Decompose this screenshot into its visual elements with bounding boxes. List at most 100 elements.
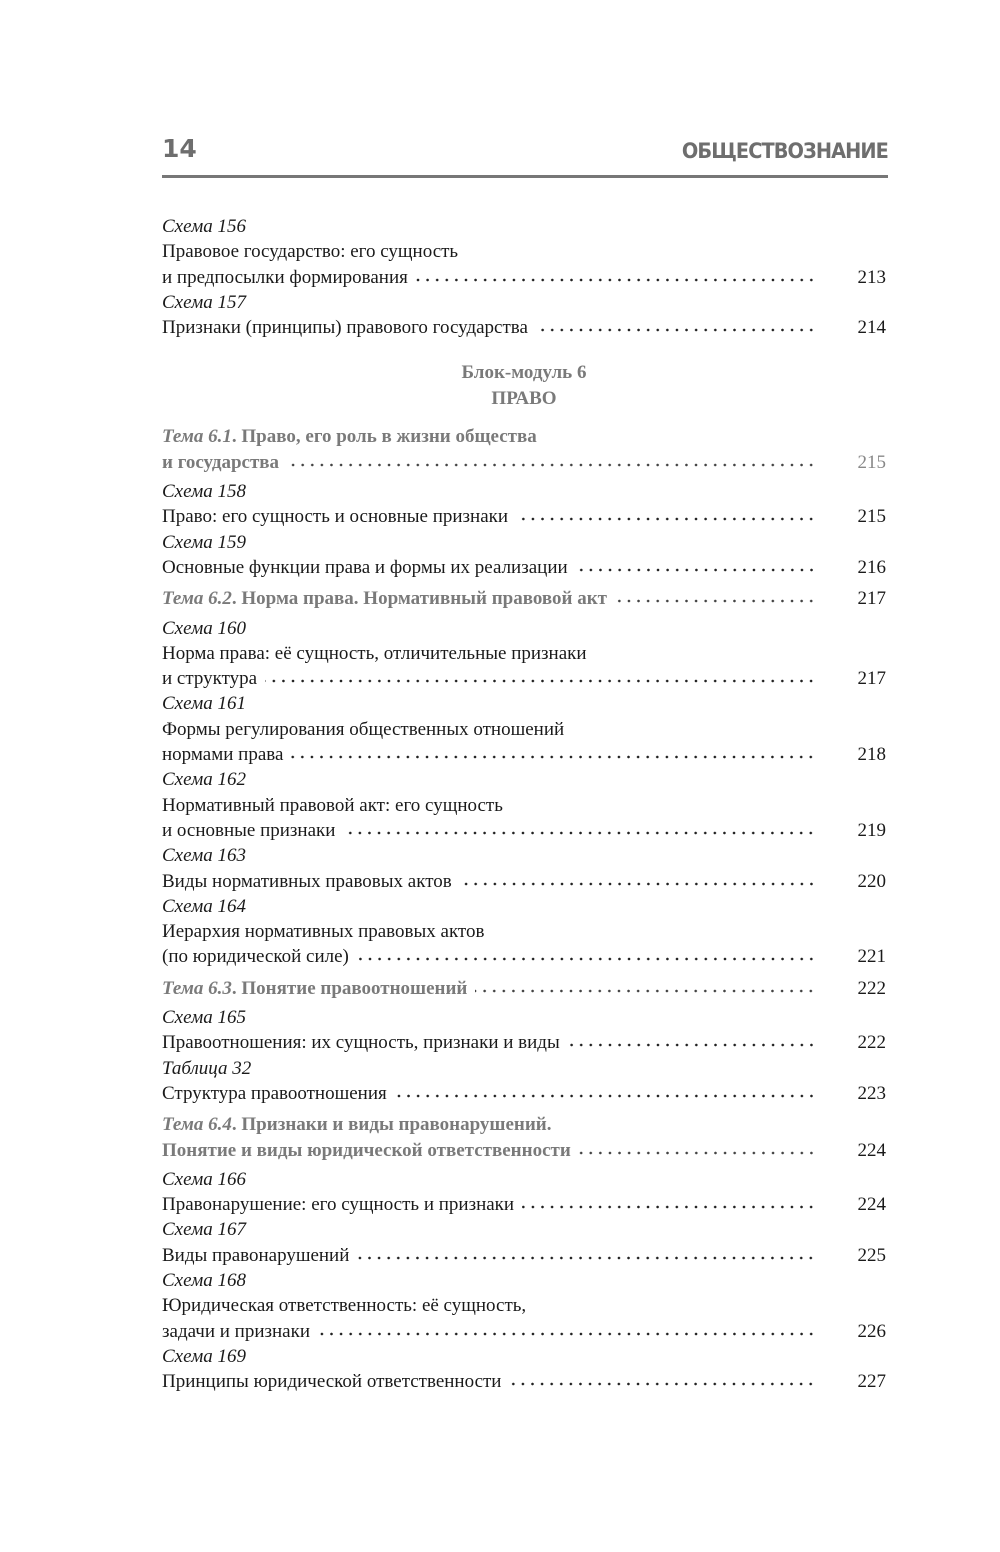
dot-leader <box>575 566 816 573</box>
entry-line: Тема 6.3. Понятие правоотношений 222 <box>162 976 886 1001</box>
page-ref: 220 <box>857 870 887 892</box>
entry-line: задачи и признаки 226 <box>162 1319 886 1344</box>
page-ref: 224 <box>857 1139 887 1161</box>
toc-entry[interactable]: Схема 157 Признаки (принципы) правового г… <box>162 290 886 341</box>
toc-entry[interactable]: Схема 165 Правоотношения: их сущность, пр… <box>162 1005 886 1056</box>
entry-line: Признаки (принципы) правового государств… <box>162 315 886 340</box>
entry-title: и основные признаки <box>162 819 336 841</box>
entry-title: Право: его сущность и основные признаки <box>162 506 509 528</box>
entry-line: Иерархия нормативных правовых актов <box>162 919 886 944</box>
toc-entry[interactable]: Схема 164 Иерархия нормативных правовых а… <box>162 894 886 970</box>
theme-label: Тема 6.2 <box>162 588 232 610</box>
toc-entry[interactable]: Таблица 32 Структура правоотношения 223 <box>162 1056 886 1107</box>
block-title: Блок-модуль 6 <box>461 362 587 384</box>
entry-title: Принципы юридической ответственности <box>162 1371 502 1393</box>
entry-label: Схема 160 <box>162 617 246 639</box>
dot-leader <box>475 987 816 994</box>
entry-line: нормами права 218 <box>162 742 886 767</box>
entry-line: и структура 217 <box>162 666 886 691</box>
theme-separator: . <box>231 426 242 448</box>
entry-line: Тема 6.1. Право, его роль в жизни общест… <box>162 424 886 449</box>
dot-leader <box>415 276 816 283</box>
entry-label: Схема 168 <box>162 1269 246 1291</box>
table-of-contents: Схема 156 Правовое государство: его сущно… <box>162 214 886 1394</box>
dot-leader <box>516 516 816 523</box>
entry-label: Схема 164 <box>162 895 246 917</box>
toc-theme-entry[interactable]: Тема 6.1. Право, его роль в жизни общест… <box>162 424 886 475</box>
dot-leader <box>318 1330 816 1337</box>
toc-section-after: Тема 6.1. Право, его роль в жизни общест… <box>162 424 886 1394</box>
page-ref: 221 <box>857 946 887 968</box>
entry-label: Схема 165 <box>162 1007 246 1029</box>
dot-leader <box>265 678 816 685</box>
block-heading: Блок-модуль 6 ПРАВО <box>162 360 886 412</box>
toc-entry[interactable]: Схема 158 Право: его сущность и основные … <box>162 479 886 530</box>
entry-title: Нормативный правовой акт: его сущность <box>162 794 503 816</box>
dot-leader <box>522 1204 816 1211</box>
toc-entry[interactable]: Схема 161 Формы регулирования общественны… <box>162 691 886 767</box>
entry-label: Схема 167 <box>162 1219 246 1241</box>
entry-line: Виды нормативных правовых актов 220 <box>162 869 886 894</box>
theme-label: Тема 6.1 <box>162 426 232 448</box>
entry-line: Принципы юридической ответственности 227 <box>162 1369 886 1394</box>
toc-entry[interactable]: Схема 168 Юридическая ответственность: её… <box>162 1268 886 1344</box>
entry-line: Юридическая ответственность: её сущность… <box>162 1293 886 1318</box>
entry-title: Понятие и виды юридической ответственнос… <box>162 1139 571 1161</box>
toc-entry[interactable]: Схема 166 Правонарушение: его сущность и … <box>162 1167 886 1218</box>
dot-leader <box>287 461 816 468</box>
entry-line: Формы регулирования общественных отношен… <box>162 717 886 742</box>
entry-title: Право, его роль в жизни общества <box>241 426 537 448</box>
dot-leader <box>343 829 816 836</box>
entry-line: Нормативный правовой акт: его сущность <box>162 793 886 818</box>
dot-leader <box>578 1149 816 1156</box>
toc-entry[interactable]: Схема 167 Виды правонарушений 225 <box>162 1217 886 1268</box>
entry-line: Правоотношения: их сущность, признаки и … <box>162 1030 886 1055</box>
entry-title: Правонарушение: его сущность и признаки <box>162 1194 515 1216</box>
page-ref: 218 <box>857 744 887 766</box>
dot-leader <box>459 880 816 887</box>
entry-label: Таблица 32 <box>162 1057 252 1079</box>
dot-leader <box>567 1042 816 1049</box>
toc-entry[interactable]: Схема 163 Виды нормативных правовых актов… <box>162 843 886 894</box>
dot-leader <box>357 1254 816 1261</box>
toc-theme-entry[interactable]: Тема 6.2. Норма права. Нормативный право… <box>162 586 886 611</box>
toc-entry[interactable]: Схема 159 Основные функции права и формы … <box>162 530 886 581</box>
entry-line: Правовое государство: его сущность <box>162 239 886 264</box>
entry-title: (по юридической силе) <box>162 946 349 968</box>
toc-section-before: Схема 156 Правовое государство: его сущно… <box>162 214 886 340</box>
page-ref: 225 <box>857 1244 887 1266</box>
page-ref: 223 <box>857 1082 887 1104</box>
dot-leader <box>356 956 816 963</box>
header-rule <box>162 175 888 178</box>
entry-label: Схема 163 <box>162 845 246 867</box>
page-number: 14 <box>162 134 197 163</box>
entry-line: и основные признаки 219 <box>162 818 886 843</box>
toc-entry[interactable]: Схема 160 Норма права: её сущность, отлич… <box>162 616 886 692</box>
dot-leader <box>535 327 816 334</box>
entry-line: и государства 215 <box>162 450 886 475</box>
toc-theme-entry[interactable]: Тема 6.3. Понятие правоотношений 222 <box>162 976 886 1001</box>
page-ref: 222 <box>857 1032 887 1054</box>
entry-line: (по юридической силе) 221 <box>162 944 886 969</box>
toc-theme-entry[interactable]: Тема 6.4. Признаки и виды правонарушений… <box>162 1112 886 1163</box>
toc-entry[interactable]: Схема 156 Правовое государство: его сущно… <box>162 214 886 290</box>
page-ref: 224 <box>857 1194 887 1216</box>
theme-label: Тема 6.4 <box>162 1114 232 1136</box>
entry-title: Норма права. Нормативный правовой акт <box>241 588 607 610</box>
entry-title: Правоотношения: их сущность, признаки и … <box>162 1032 560 1054</box>
entry-title: нормами права <box>162 744 284 766</box>
page-ref: 217 <box>857 668 887 690</box>
page-ref: 219 <box>857 819 887 841</box>
page-ref: 215 <box>857 451 887 473</box>
entry-title: Виды нормативных правовых актов <box>162 870 452 892</box>
page-ref: 216 <box>857 556 887 578</box>
toc-entry[interactable]: Схема 162 Нормативный правовой акт: его с… <box>162 767 886 843</box>
entry-label: Схема 169 <box>162 1345 246 1367</box>
entry-title: Структура правоотношения <box>162 1082 387 1104</box>
entry-line: Норма права: её сущность, отличительные … <box>162 641 886 666</box>
entry-title: Норма права: её сущность, отличительные … <box>162 642 587 664</box>
toc-entry[interactable]: Схема 169 Принципы юридической ответствен… <box>162 1344 886 1395</box>
page-ref: 222 <box>857 977 887 999</box>
theme-separator: . <box>231 1114 242 1136</box>
page-ref: 226 <box>857 1320 887 1342</box>
